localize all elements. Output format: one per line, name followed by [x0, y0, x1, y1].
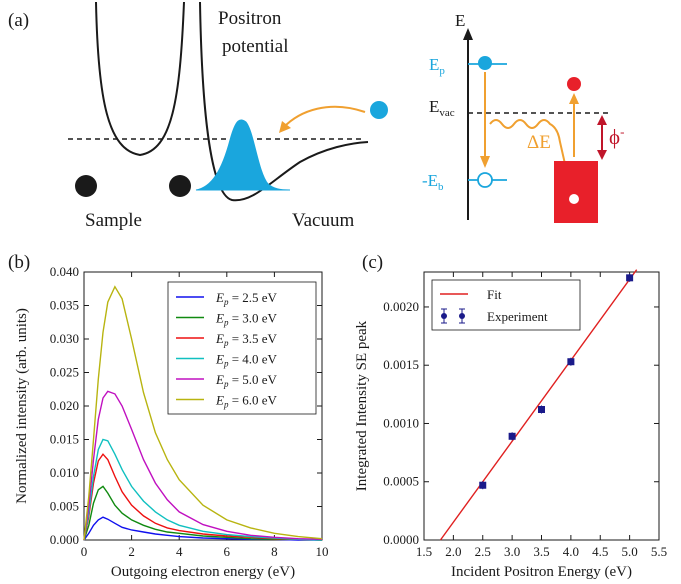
chart-b-legend-label: Ep = 5.0 eV: [215, 372, 278, 389]
positron-state-filled: [478, 56, 492, 70]
panel-b-label: (b): [8, 252, 30, 273]
chart-c-xlabel: Incident Positron Energy (eV): [451, 564, 632, 580]
chart-c-xtick-label: 3.0: [504, 544, 520, 559]
incoming-positron-arrow: [282, 105, 366, 129]
panel-c-label: (c): [362, 252, 383, 273]
chart-b-ytick-label: 0.025: [50, 365, 79, 380]
energy-transfer-wavy-arrow: [489, 119, 571, 187]
chart-c-ytick-label: 0.0015: [383, 357, 419, 372]
chart-b-ylabel: Normalized intensity (arb. units): [14, 308, 30, 504]
positron-state-empty: [477, 172, 493, 188]
chart-b-xtick-label: 2: [128, 544, 135, 559]
chart-c-xtick-label: 1.5: [416, 544, 432, 559]
positron-transition-arrowhead: [480, 156, 490, 168]
chart-b-series-line: [83, 285, 323, 541]
chart-b-ytick-label: 0.030: [50, 331, 79, 346]
vacuum-label: Vacuum: [292, 210, 354, 231]
chart-b-ytick-label: 0.020: [50, 398, 79, 413]
panel-c: (c) 1.5 2.0 2.5 3.0 3.5 4.0 4.5 5.0 5.5 0.0000 0.0…: [354, 252, 667, 580]
sample-potential-well: [95, 1, 185, 157]
chart-c-xtick-label: 2.0: [445, 544, 461, 559]
electron-emission-arrowhead: [569, 93, 579, 104]
positron-potential-label-1: Positron: [218, 8, 282, 29]
bound-electron: [569, 194, 579, 204]
chart-b-legend-label: Ep = 6.0 eV: [215, 393, 278, 410]
chart-b-legend: [167, 281, 317, 415]
sample-label: Sample: [85, 210, 142, 231]
chart-c-point: [626, 274, 634, 282]
sample-atom-1: [75, 175, 97, 197]
electron-band-block: [554, 161, 598, 223]
chart-c-legend-exp-marker: [441, 313, 447, 319]
chart-c-point: [567, 358, 575, 366]
chart-b-ytick-label: 0.010: [50, 465, 79, 480]
panel-a-label: (a): [8, 10, 29, 31]
chart-b-legend-label: Ep = 4.0 eV: [215, 352, 278, 369]
chart-c-xtick-label: 5.0: [622, 544, 638, 559]
chart-c-ytick-label: 0.0010: [383, 415, 419, 430]
chart-c-ytick-label: 0.0020: [383, 299, 419, 314]
chart-c-fit-line: [439, 269, 638, 541]
chart-c-ylabel: Integrated Intensity SE peak: [354, 320, 370, 491]
incoming-positron: [370, 101, 388, 119]
eb-label: -Eb: [422, 171, 444, 193]
chart-b-ytick-label: 0.015: [50, 432, 79, 447]
chart-b-xtick-label: 8: [271, 544, 278, 559]
positron-wavefunction: [195, 119, 291, 191]
chart-c-xtick-label: 3.5: [533, 544, 549, 559]
delta-e-label: ΔE: [527, 132, 551, 153]
chart-c-legend: [431, 279, 581, 331]
chart-b-series-line: [83, 438, 323, 541]
chart-b-series-line: [83, 485, 323, 541]
chart-b-xtick-label: 4: [176, 544, 183, 559]
phi-label: ϕ-: [609, 124, 624, 149]
chart-c-point: [479, 481, 487, 489]
chart-b-xtick-label: 6: [224, 544, 231, 559]
emitted-electron: [567, 77, 581, 91]
energy-axis-arrowhead: [463, 28, 473, 40]
chart-c-point: [508, 432, 516, 440]
chart-c-legend-exp-marker: [459, 313, 465, 319]
chart-b-xtick-label: 0: [81, 544, 88, 559]
panel-b: (b) 0 2 4 6 8 10 0.000 0.005 0.010 0.015 0.020 0.02…: [8, 252, 329, 580]
chart-c-point: [538, 405, 545, 413]
chart-b-legend-label: Ep = 3.5 eV: [215, 331, 278, 348]
ep-label: Ep: [429, 55, 445, 77]
chart-c-plot: 1.5 2.0 2.5 3.0 3.5 4.0 4.5 5.0 5.5 0.0000 0.0005 0…: [354, 269, 667, 580]
incoming-positron-arrowhead: [279, 121, 291, 133]
chart-c-xtick-label: 2.5: [475, 544, 491, 559]
chart-b-series-line: [83, 390, 323, 541]
evac-label: Evac: [429, 97, 455, 119]
sample-atom-2: [169, 175, 191, 197]
chart-b-xtick-label: 10: [316, 544, 329, 559]
chart-c-xtick-label: 4.0: [563, 544, 579, 559]
chart-b-legend-label: Ep = 3.0 eV: [215, 311, 278, 328]
surface-potential-well: [199, 1, 369, 202]
positron-potential-label-2: potential: [222, 36, 288, 57]
chart-b-legend-label: Ep = 2.5 eV: [215, 290, 278, 307]
work-function-arrowhead-bottom: [597, 150, 607, 160]
chart-c-xtick-label: 5.5: [651, 544, 667, 559]
chart-c-legend-fit-label: Fit: [487, 287, 502, 302]
chart-b-ytick-label: 0.035: [50, 298, 79, 313]
chart-b-ytick-label: 0.000: [50, 532, 79, 547]
energy-axis-label: E: [455, 11, 465, 30]
panel-a: (a) Positron potential Sample Vacuum E E…: [8, 1, 624, 231]
chart-c-ytick-label: 0.0000: [383, 532, 419, 547]
chart-b-ytick-label: 0.040: [50, 264, 79, 279]
chart-b-ytick-label: 0.005: [50, 499, 79, 514]
chart-c-ytick-label: 0.0005: [383, 474, 419, 489]
chart-c-legend-exp-label: Experiment: [487, 309, 548, 324]
chart-c-xtick-label: 4.5: [592, 544, 608, 559]
chart-b-plot: 0 2 4 6 8 10 0.000 0.005 0.010 0.015 0.020 0.025 0.0…: [14, 264, 329, 580]
chart-b-xlabel: Outgoing electron energy (eV): [111, 564, 295, 580]
work-function-arrowhead-top: [597, 115, 607, 125]
chart-b-series-line: [83, 453, 323, 541]
